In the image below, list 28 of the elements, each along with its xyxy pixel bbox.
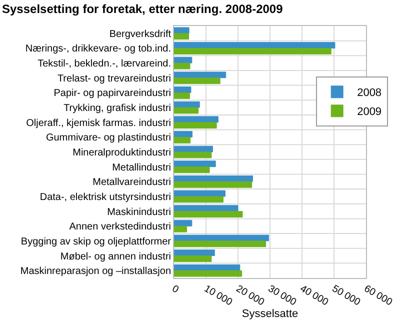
- legend-label: 2009: [357, 106, 382, 118]
- x-tick-label: 0: [170, 283, 181, 296]
- x-tick-label: 40 000: [298, 283, 330, 308]
- y-tick-label: Mineralproduktindustri: [72, 148, 171, 158]
- y-tick-label: Papir- og papirvareindustri: [54, 88, 171, 100]
- x-tick-label: 30 000: [266, 283, 298, 308]
- x-tick-label: 50 000: [330, 283, 362, 308]
- x-tick-label: 60 000: [362, 283, 394, 308]
- x-tick-label: 10 000: [202, 283, 234, 308]
- y-tick-label: Metallvareindustri: [92, 177, 171, 188]
- y-tick-label: Oljeraff., kjemisk farmas. industri: [26, 118, 171, 129]
- y-tick-label: Trykking, grafisk industri: [64, 103, 171, 114]
- y-tick-label: Bygging av skip og oljeplattformer: [20, 236, 172, 248]
- y-tick-label: Metallindustri: [112, 162, 171, 174]
- y-tick-label: Bergverksdrift: [109, 28, 172, 40]
- x-tick-label: 20 000: [234, 283, 266, 308]
- legend-label: 2008: [357, 87, 382, 100]
- y-tick-label: Møbel- og annen industri: [60, 251, 171, 262]
- y-tick-label: Annen verkstedindustri: [69, 222, 171, 233]
- y-tick-label: Maskinindustri: [107, 206, 171, 218]
- x-axis-title: Sysselsatte: [242, 308, 298, 320]
- chart-title: Sysselsetting for foretak, etter næring. 2008-2009: [2, 2, 284, 16]
- y-tick-label: Nærings-, drikkevare- og tob.ind.: [25, 44, 171, 55]
- y-tick-label: Maskinreparasjon og –installasjon: [20, 266, 171, 278]
- y-tick-label: Trelast- og trevareindustri: [57, 73, 171, 84]
- y-tick-label: Tekstil-, bekledn.-, lærvareind.: [38, 58, 171, 70]
- y-tick-label: Data-, elektrisk utstyrsindustri: [40, 192, 171, 203]
- y-tick-label: Gummivare- og plastindustri: [46, 132, 171, 144]
